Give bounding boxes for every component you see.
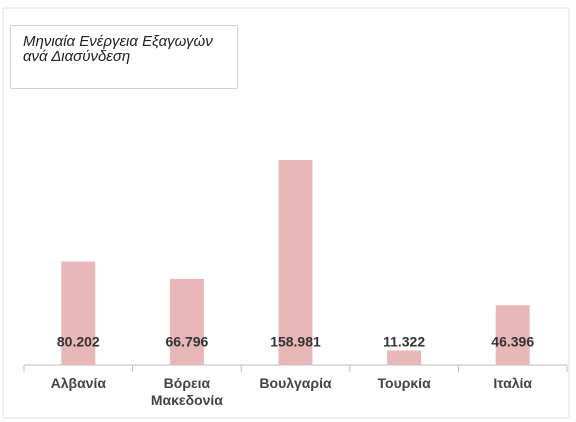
x-tick-label: Αλβανία bbox=[50, 375, 106, 391]
x-tick-label: Τουρκία bbox=[377, 375, 431, 391]
bar bbox=[387, 350, 422, 365]
chart-border bbox=[2, 7, 570, 419]
value-label: 80.202 bbox=[57, 334, 100, 350]
x-tick-label: Ιταλία bbox=[493, 375, 532, 391]
value-label: 11.322 bbox=[383, 334, 425, 350]
value-label: 46.396 bbox=[491, 334, 534, 350]
bar bbox=[495, 305, 530, 365]
x-tick-label: Βόρεια Μακεδονία bbox=[150, 375, 223, 408]
bar bbox=[278, 160, 313, 365]
bar bbox=[61, 261, 96, 365]
value-label: 66.796 bbox=[165, 334, 208, 350]
chart-title: Μηνιαία Ενέργεια Εξαγωγών ανά Διασύνδεση bbox=[10, 25, 238, 89]
x-tick-label: Βουλγαρία bbox=[259, 375, 332, 391]
bar bbox=[169, 278, 204, 365]
value-label: 158.981 bbox=[270, 334, 321, 350]
